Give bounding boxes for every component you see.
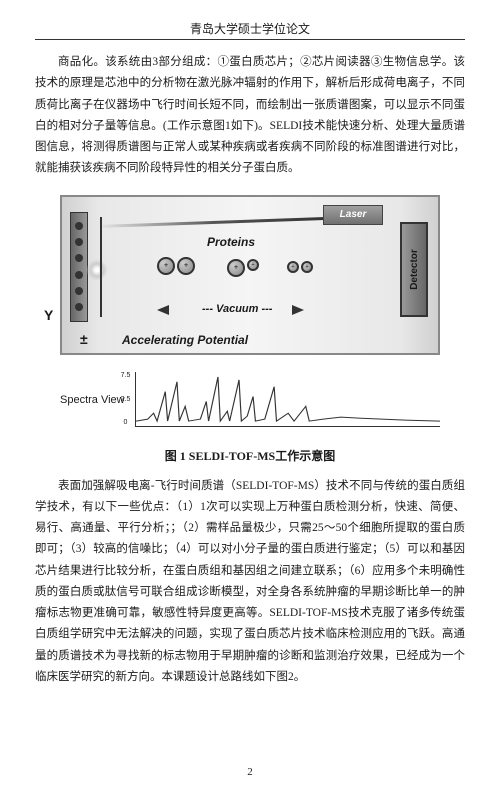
page-number: 2: [247, 766, 253, 778]
accel-label: Accelerating Potential: [122, 333, 248, 347]
spectra-chart: 7.5 2.5 0: [135, 372, 440, 427]
ionization-burst: [86, 259, 108, 281]
proteins-label: Proteins: [207, 235, 255, 249]
protein-cluster-1: ++: [157, 257, 195, 275]
laser-label: Laser: [323, 205, 383, 225]
figure-1: Laser Proteins ++ ++ ++ Detector --- Vac…: [35, 195, 465, 464]
y-axis-label: Y: [44, 307, 53, 323]
spectra-label: Spectra View: [60, 394, 125, 406]
figure-caption: 图 1 SELDI-TOF-MS工作示意图: [35, 447, 465, 464]
laser-beam: [97, 216, 332, 227]
polarity-symbol: ±: [80, 331, 88, 347]
detector: Detector: [400, 222, 428, 317]
spectra-view: Spectra View 7.5 2.5 0: [60, 365, 440, 435]
protein-cluster-3: ++: [287, 261, 313, 273]
page-header: 青岛大学硕士学位论文: [35, 20, 465, 40]
vacuum-arrow-right: [292, 305, 304, 315]
vacuum-arrow-left: [157, 305, 169, 315]
seldi-diagram: Laser Proteins ++ ++ ++ Detector --- Vac…: [60, 195, 440, 355]
accel-grid: [100, 217, 102, 317]
vacuum-label: --- Vacuum ---: [202, 303, 272, 315]
paragraph-1: 商品化。该系统由3部分组成：①蛋白质芯片；②芯片阅读器③生物信息学。该技术的原理…: [35, 52, 465, 180]
protein-cluster-2: ++: [227, 259, 259, 277]
paragraph-2: 表面加强解吸电离-飞行时间质谱（SELDI-TOF-MS）技术不同与传统的蛋白质…: [35, 476, 465, 689]
